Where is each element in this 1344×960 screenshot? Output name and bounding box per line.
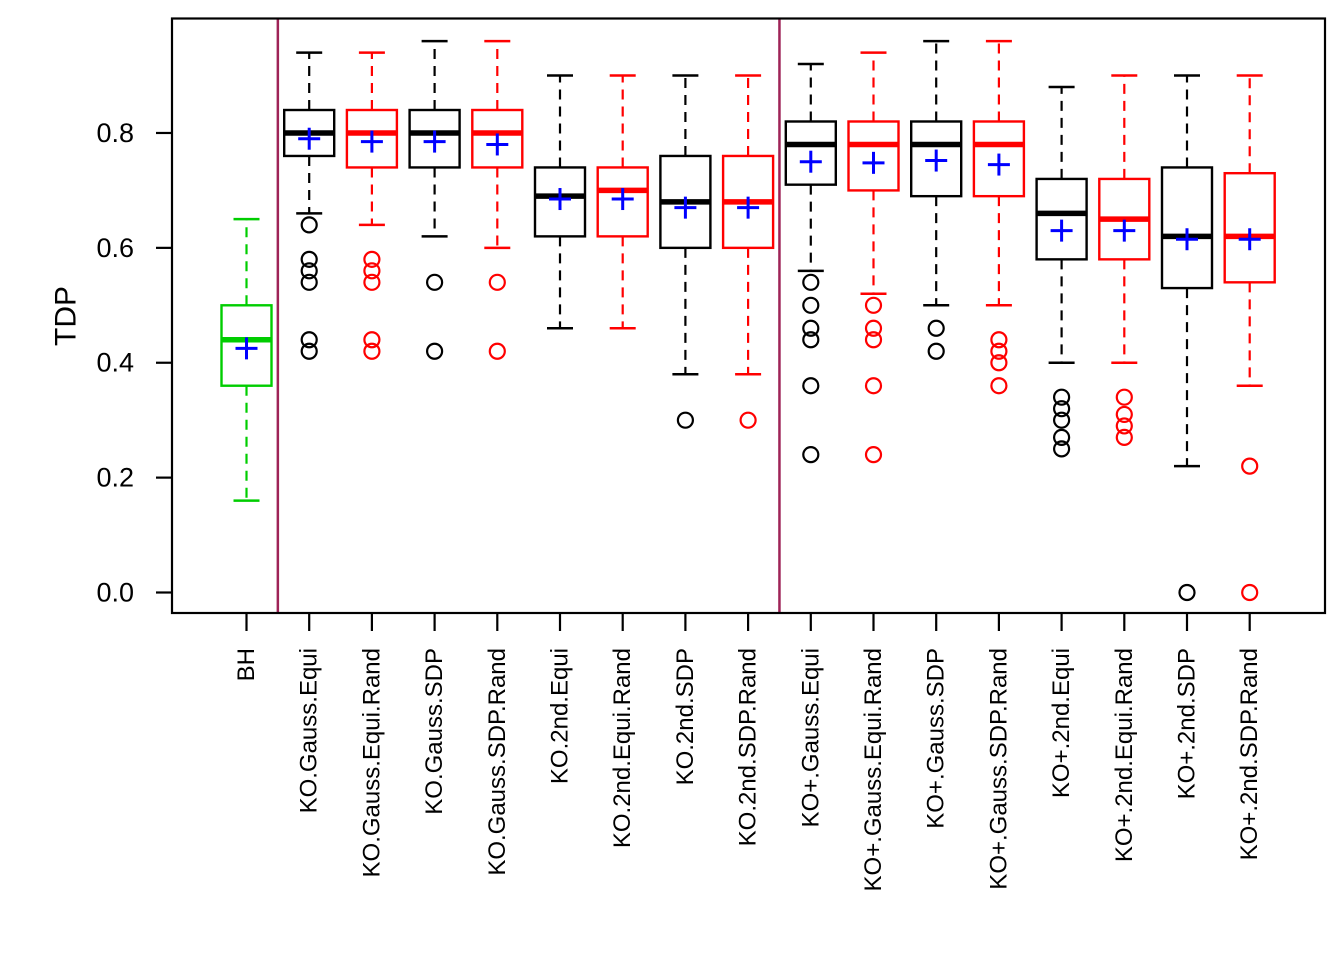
x-tick-label: KO+.Gauss.Equi.Rand — [860, 648, 887, 891]
outlier-point — [1115, 388, 1133, 406]
chart-layers: 0.0 0.2 0.4 0.6 0.8 BH KO.Gauss.Equi KO.Gauss.E… — [96, 17, 1327, 891]
outlier-point — [802, 377, 820, 395]
x-tick-label: KO+.Gauss.SDP.Rand — [985, 648, 1012, 890]
x-tick-label: KO+.2nd.Equi — [1048, 648, 1075, 798]
boxplot-KO+.Gauss.Equi — [784, 62, 837, 464]
boxplot-KO.2nd.SDP — [659, 74, 712, 429]
y-tick-label: 0.0 — [96, 578, 134, 608]
x-tick-label: KO+.2nd.Equi.Rand — [1111, 648, 1138, 862]
outlier-point — [1052, 411, 1071, 429]
iqr-box — [1223, 171, 1276, 284]
x-tick-label: KO.2nd.Equi.Rand — [609, 648, 636, 848]
boxplot-KO+.2nd.Equi — [1035, 85, 1088, 458]
x-tick-label: KO.Gauss.Equi — [296, 648, 323, 813]
boxplot-KO+.Gauss.Equi.Rand — [847, 51, 900, 464]
boxplot-KO+.Gauss.SDP — [910, 39, 963, 360]
iqr-box — [1160, 166, 1214, 290]
boxplot-KO.2nd.Equi — [533, 74, 587, 330]
boxplot-KO.Gauss.SDP — [408, 39, 461, 360]
iqr-box — [1035, 177, 1088, 261]
outlier-point — [426, 342, 444, 360]
x-tick-label: KO.Gauss.SDP.Rand — [484, 648, 511, 876]
outlier-point — [1115, 428, 1133, 447]
outlier-point — [300, 342, 318, 360]
iqr-box — [847, 120, 900, 192]
outlier-point — [1052, 400, 1071, 418]
outlier-point — [864, 319, 883, 337]
outlier-point — [802, 273, 820, 291]
outlier-point — [802, 319, 820, 337]
x-tick-label: KO.2nd.SDP.Rand — [735, 648, 762, 846]
outlier-point — [1178, 583, 1196, 602]
outlier-point — [1052, 440, 1071, 458]
outlier-point — [488, 342, 506, 360]
outlier-point — [300, 216, 318, 234]
outlier-point — [864, 296, 883, 314]
outlier-point — [802, 446, 820, 464]
iqr-box — [596, 166, 649, 238]
outlier-point — [927, 319, 945, 337]
outlier-point — [990, 342, 1008, 360]
outlier-point — [802, 331, 820, 349]
x-tick-label: KO+.Gauss.Equi — [797, 648, 824, 827]
y-tick-label: 0.8 — [96, 118, 134, 148]
x-tick-label: KO+.Gauss.SDP — [923, 648, 950, 829]
boxplot-KO.2nd.Equi.Rand — [596, 74, 649, 330]
boxplot-KO+.Gauss.SDP.Rand — [972, 39, 1026, 395]
plot-border — [170, 17, 1327, 615]
outlier-point — [363, 342, 381, 360]
outlier-point — [990, 354, 1008, 372]
x-tick-label: BH — [233, 648, 260, 681]
outlier-point — [1241, 457, 1259, 475]
x-tick-label: KO.Gauss.Equi.Rand — [358, 648, 385, 877]
boxplot-KO+.2nd.Equi.Rand — [1098, 74, 1151, 447]
outlier-point — [363, 331, 381, 349]
x-tick-label: KO+.2nd.SDP.Rand — [1236, 648, 1263, 860]
iqr-box — [471, 108, 524, 169]
outlier-point — [363, 250, 381, 268]
outlier-point — [363, 262, 381, 280]
boxplot-KO+.2nd.SDP — [1160, 74, 1214, 602]
outlier-point — [1115, 405, 1133, 424]
outlier-point — [1052, 388, 1071, 406]
x-tick-label: KO.Gauss.SDP — [421, 648, 448, 815]
outlier-point — [676, 411, 695, 429]
boxplot-KO.Gauss.Equi.Rand — [345, 51, 399, 360]
outlier-point — [990, 331, 1008, 349]
outlier-point — [927, 342, 945, 360]
y-axis-title: TDP — [50, 286, 83, 346]
boxplot-KO+.2nd.SDP.Rand — [1223, 74, 1276, 602]
outlier-point — [300, 331, 318, 349]
boxplot-KO.2nd.SDP.Rand — [721, 74, 775, 429]
outlier-point — [1115, 417, 1133, 435]
outlier-point — [300, 250, 318, 268]
boxplot-KO.Gauss.Equi — [283, 51, 336, 360]
outlier-point — [363, 273, 381, 291]
outlier-point — [864, 446, 883, 464]
x-tick-label: KO+.2nd.SDP — [1174, 648, 1201, 799]
y-tick-label: 0.2 — [96, 463, 134, 493]
x-tick-label: KO.2nd.Equi — [547, 648, 574, 784]
outlier-point — [300, 273, 318, 291]
outlier-point — [864, 331, 883, 349]
outlier-point — [802, 296, 820, 314]
y-tick-label: 0.6 — [96, 233, 134, 263]
outlier-point — [990, 377, 1008, 395]
outlier-point — [488, 273, 506, 291]
outlier-point — [864, 377, 883, 395]
outlier-point — [1241, 583, 1259, 602]
y-tick-label: 0.4 — [96, 348, 134, 378]
boxplot-BH — [220, 217, 273, 502]
outlier-point — [300, 262, 318, 280]
outlier-point — [739, 411, 757, 429]
x-tick-label: KO.2nd.SDP — [672, 648, 699, 785]
outlier-point — [426, 273, 444, 291]
outlier-point — [1052, 428, 1071, 447]
boxplot-KO.Gauss.SDP.Rand — [471, 39, 524, 360]
